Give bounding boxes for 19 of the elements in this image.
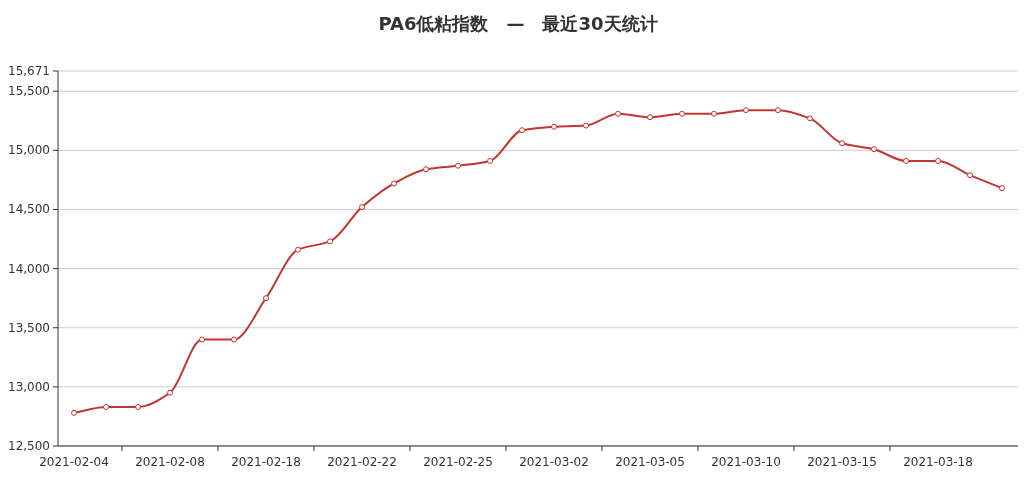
x-tick-label: 2021-03-05 [615,455,685,469]
x-tick-label: 2021-03-15 [807,455,877,469]
x-tick-label: 2021-03-18 [903,455,973,469]
x-tick-label: 2021-02-22 [327,455,397,469]
y-tick-label: 13,000 [8,379,50,394]
x-tick-label: 2021-03-10 [711,455,781,469]
y-tick-label: 14,500 [8,202,50,217]
x-tick-label: 2021-03-02 [519,455,589,469]
x-tick-label: 2021-02-18 [231,455,301,469]
y-tick-label: 14,000 [8,261,50,276]
y-tick-label: 15,500 [8,84,50,99]
chart-title: PA6低粘指数 — 最近30天统计 [378,13,658,34]
y-tick-label: 13,500 [8,320,50,335]
x-tick-label: 2021-02-25 [423,455,493,469]
x-tick-label: 2021-02-04 [39,455,109,469]
y-tick-label: 15,000 [8,143,50,158]
y-tick-label: 12,500 [8,439,50,453]
y-tick-label: 15,671 [8,64,50,78]
x-tick-label: 2021-02-08 [135,455,205,469]
